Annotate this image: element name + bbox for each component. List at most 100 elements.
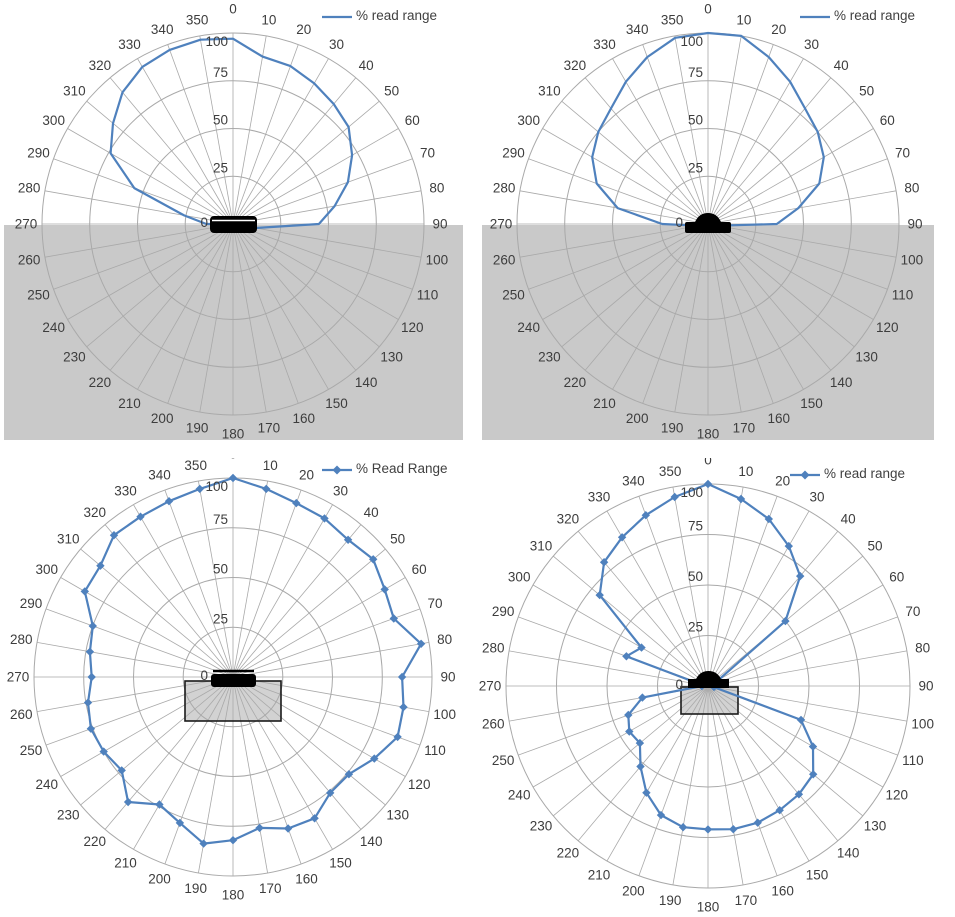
svg-text:270: 270	[7, 670, 30, 685]
svg-text:130: 130	[864, 819, 887, 834]
flat-tag-icon	[211, 669, 256, 687]
series-line	[598, 482, 815, 831]
polar-chart-top-right: 0 25 50 75 100 0 10 20 30 40 50 60 70 80 90 100 110 120 13…	[478, 0, 955, 458]
svg-text:190: 190	[186, 420, 209, 435]
svg-text:90: 90	[918, 679, 933, 694]
svg-text:350: 350	[661, 13, 684, 28]
svg-text:250: 250	[27, 287, 50, 302]
svg-text:150: 150	[800, 396, 823, 411]
svg-text:90: 90	[907, 217, 922, 232]
svg-text:330: 330	[114, 483, 137, 498]
polar-chart-top-left: 0 25 50 75 100 0 10 20 30 40 50 60 70 80 90 100 110 120 13…	[0, 0, 478, 458]
series-line	[109, 37, 354, 230]
svg-text:340: 340	[622, 474, 645, 489]
svg-text:90: 90	[432, 217, 447, 232]
svg-text:300: 300	[508, 570, 531, 585]
svg-text:330: 330	[588, 490, 611, 505]
svg-text:10: 10	[736, 13, 751, 28]
svg-text:140: 140	[355, 375, 378, 390]
svg-text:310: 310	[538, 83, 561, 98]
flat-tag-icon	[210, 216, 257, 233]
svg-text:130: 130	[386, 808, 409, 823]
svg-text:70: 70	[895, 146, 910, 161]
svg-text:60: 60	[880, 113, 895, 128]
svg-text:350: 350	[184, 458, 207, 473]
svg-text:310: 310	[57, 531, 80, 546]
svg-text:20: 20	[775, 474, 790, 489]
svg-text:20: 20	[299, 468, 314, 483]
svg-text:0: 0	[200, 668, 208, 683]
svg-text:0: 0	[704, 2, 712, 17]
svg-text:40: 40	[834, 58, 849, 73]
svg-text:30: 30	[329, 37, 344, 52]
svg-text:130: 130	[380, 350, 403, 365]
svg-text:190: 190	[661, 420, 684, 435]
svg-text:350: 350	[186, 13, 209, 28]
svg-text:210: 210	[588, 867, 611, 882]
svg-text:0: 0	[675, 215, 683, 230]
svg-text:210: 210	[114, 856, 137, 871]
svg-text:280: 280	[18, 181, 41, 196]
svg-text:170: 170	[735, 893, 758, 908]
svg-text:0: 0	[229, 2, 237, 17]
svg-text:300: 300	[517, 113, 540, 128]
svg-text:180: 180	[222, 427, 245, 442]
svg-text:0: 0	[200, 215, 208, 230]
svg-text:150: 150	[806, 867, 829, 882]
svg-text:25: 25	[688, 620, 703, 635]
svg-text:350: 350	[659, 464, 682, 479]
svg-text:70: 70	[427, 596, 442, 611]
svg-text:80: 80	[437, 632, 452, 647]
chart-canvas: 0 25 50 75 100 0 10 20 30 40 50 60 70 80 90 100 110 120 13…	[7, 458, 456, 903]
svg-text:200: 200	[148, 872, 171, 887]
svg-text:150: 150	[329, 856, 352, 871]
svg-text:340: 340	[626, 22, 649, 37]
radial-axis-labels: 0 25 50 75 100	[200, 479, 228, 683]
svg-text:270: 270	[490, 217, 513, 232]
svg-text:10: 10	[261, 13, 276, 28]
svg-text:320: 320	[84, 505, 107, 520]
svg-text:70: 70	[420, 146, 435, 161]
dome-tag-icon	[685, 213, 731, 233]
svg-text:290: 290	[27, 146, 50, 161]
svg-text:60: 60	[412, 562, 427, 577]
polar-chart-bottom-right: 0 25 50 75 100 0 10 20 30 40 50 60 70 80 90 100 110 120 13…	[478, 458, 955, 917]
svg-text:260: 260	[493, 252, 516, 267]
svg-text:280: 280	[10, 632, 33, 647]
svg-text:250: 250	[20, 743, 43, 758]
svg-text:270: 270	[479, 679, 502, 694]
svg-text:0: 0	[704, 458, 712, 468]
svg-text:100: 100	[205, 479, 228, 494]
svg-text:140: 140	[837, 846, 860, 861]
svg-text:50: 50	[688, 113, 703, 128]
legend-label: % read range	[356, 8, 438, 23]
svg-text:70: 70	[905, 604, 920, 619]
svg-text:140: 140	[360, 834, 383, 849]
svg-text:10: 10	[738, 464, 753, 479]
svg-text:210: 210	[593, 396, 616, 411]
svg-text:160: 160	[295, 872, 318, 887]
chart-canvas: 0 25 50 75 100 0 10 20 30 40 50 60 70 80 90 100 110 120 13…	[479, 458, 934, 915]
svg-text:320: 320	[557, 512, 580, 527]
svg-text:240: 240	[36, 777, 59, 792]
svg-text:270: 270	[15, 217, 38, 232]
svg-text:110: 110	[417, 287, 439, 302]
legend-label: % read range	[824, 466, 906, 481]
svg-text:100: 100	[205, 34, 228, 49]
chart-canvas: 0 25 50 75 100 0 10 20 30 40 50 60 70 80 90 100 110 120 13…	[4, 2, 463, 442]
svg-text:75: 75	[688, 65, 703, 80]
svg-text:130: 130	[855, 350, 878, 365]
svg-text:240: 240	[42, 320, 65, 335]
svg-text:100: 100	[911, 716, 934, 731]
svg-text:120: 120	[886, 788, 909, 803]
svg-text:30: 30	[804, 37, 819, 52]
svg-text:310: 310	[63, 83, 86, 98]
svg-text:50: 50	[384, 83, 399, 98]
svg-text:100: 100	[680, 485, 703, 500]
svg-text:220: 220	[84, 834, 107, 849]
svg-text:50: 50	[390, 531, 405, 546]
svg-text:290: 290	[502, 146, 525, 161]
svg-text:250: 250	[502, 287, 525, 302]
svg-text:160: 160	[771, 883, 794, 898]
